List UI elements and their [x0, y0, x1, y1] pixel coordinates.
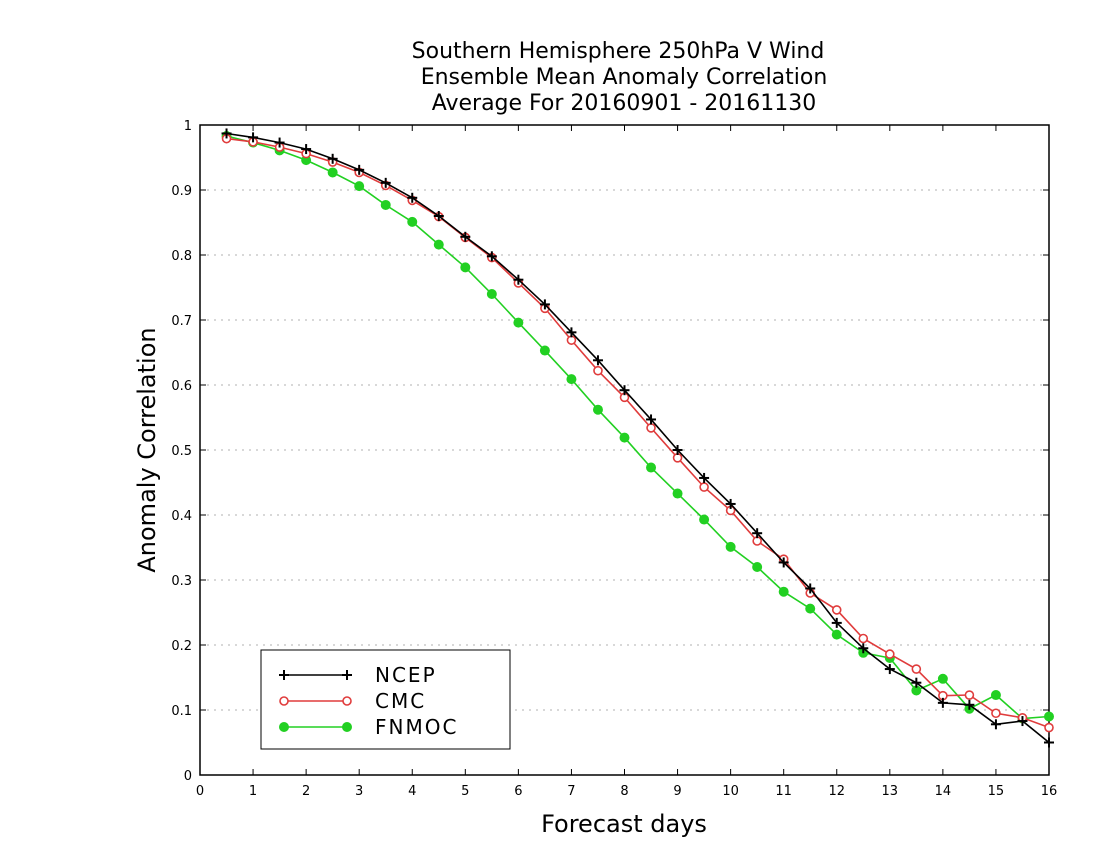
y-tick-label: 0.9	[171, 184, 192, 199]
data-point	[354, 181, 365, 192]
x-tick-label: 16	[1041, 784, 1058, 799]
data-point	[831, 629, 842, 640]
data-point	[831, 605, 842, 615]
x-tick-label: 0	[196, 784, 204, 799]
x-tick-label: 13	[882, 784, 899, 799]
data-point	[699, 514, 710, 525]
data-point	[699, 482, 709, 492]
x-tick-label: 9	[673, 784, 681, 799]
data-point	[407, 216, 418, 227]
data-point	[566, 374, 577, 385]
data-point	[858, 633, 869, 644]
x-tick-label: 1	[249, 784, 257, 799]
data-point	[460, 262, 471, 273]
legend-entry-cmc: CMC	[279, 689, 426, 713]
y-tick-label: 0.5	[171, 444, 192, 459]
data-point	[1044, 722, 1054, 733]
data-point	[593, 365, 603, 376]
data-point	[486, 289, 497, 299]
data-point	[937, 673, 948, 684]
data-point	[1044, 711, 1054, 722]
data-point	[619, 432, 630, 443]
x-tick-label: 11	[775, 784, 792, 799]
data-point	[342, 722, 352, 732]
legend-label: FNMOC	[375, 715, 458, 739]
grid-lines	[200, 189, 1049, 711]
x-tick-label: 15	[988, 784, 1005, 799]
legend-label: NCEP	[375, 663, 437, 687]
x-tick-label: 7	[567, 784, 575, 799]
chart-title-line-2: Ensemble Mean Anomaly Correlation	[421, 65, 828, 90]
y-tick-label: 0.3	[171, 574, 192, 589]
data-point	[279, 696, 289, 706]
y-tick-label: 0.1	[171, 704, 192, 719]
series-line	[226, 137, 1050, 729]
x-tick-label: 10	[722, 784, 739, 799]
data-point	[592, 404, 603, 415]
series-ncep	[221, 128, 1054, 748]
x-axis-label: Forecast days	[541, 810, 707, 838]
series-fnmoc	[221, 131, 1054, 724]
data-point	[433, 239, 444, 250]
data-point	[380, 199, 391, 210]
data-point	[964, 690, 975, 700]
data-point	[778, 586, 789, 597]
data-point	[342, 696, 352, 706]
axis-ticks: 00.10.20.30.40.50.60.70.80.910 1 2 3 4 5 6 7 8 9 1…	[171, 119, 1057, 799]
data-point	[990, 690, 1001, 701]
x-tick-label: 12	[828, 784, 845, 799]
x-tick-label: 3	[355, 784, 363, 799]
series-layer	[221, 128, 1054, 748]
series-line	[226, 132, 1050, 744]
data-point	[991, 708, 1001, 719]
y-tick-label: 0	[184, 769, 192, 784]
x-tick-label: 5	[461, 784, 469, 799]
legend-label: CMC	[375, 689, 426, 713]
legend-entry-fnmoc: FNMOC	[279, 715, 458, 739]
series-line	[226, 135, 1050, 720]
data-point	[539, 345, 550, 356]
data-point	[911, 664, 922, 674]
x-tick-label: 4	[408, 784, 416, 799]
data-point	[327, 167, 338, 178]
data-point	[885, 649, 895, 659]
chart-title: Southern Hemisphere 250hPa V Wind Ensemb…	[412, 39, 828, 116]
x-tick-label: 14	[935, 784, 952, 799]
data-point	[805, 603, 816, 614]
chart-title-line-3: Average For 20160901 - 20161130	[432, 91, 817, 116]
y-axis-label: Anomaly Correlation	[133, 327, 161, 572]
legend-entry-ncep: NCEP	[279, 663, 437, 687]
x-tick-label: 8	[620, 784, 628, 799]
series-cmc	[221, 133, 1054, 733]
legend-box	[260, 649, 511, 750]
x-tick-label: 2	[302, 784, 310, 799]
y-tick-label: 0.4	[171, 509, 192, 524]
data-point	[279, 722, 289, 732]
y-tick-label: 0.6	[171, 379, 192, 394]
data-point	[672, 488, 683, 499]
data-point	[725, 541, 736, 552]
data-point	[646, 462, 657, 473]
chart-title-line-1: Southern Hemisphere 250hPa V Wind	[412, 39, 825, 64]
data-point	[513, 317, 524, 328]
y-tick-label: 0.2	[171, 639, 192, 654]
x-tick-label: 6	[514, 784, 522, 799]
y-tick-label: 1	[184, 119, 192, 134]
y-tick-label: 0.8	[171, 249, 192, 264]
data-point	[646, 423, 656, 433]
y-tick-label: 0.7	[171, 314, 192, 329]
data-point	[752, 562, 763, 572]
